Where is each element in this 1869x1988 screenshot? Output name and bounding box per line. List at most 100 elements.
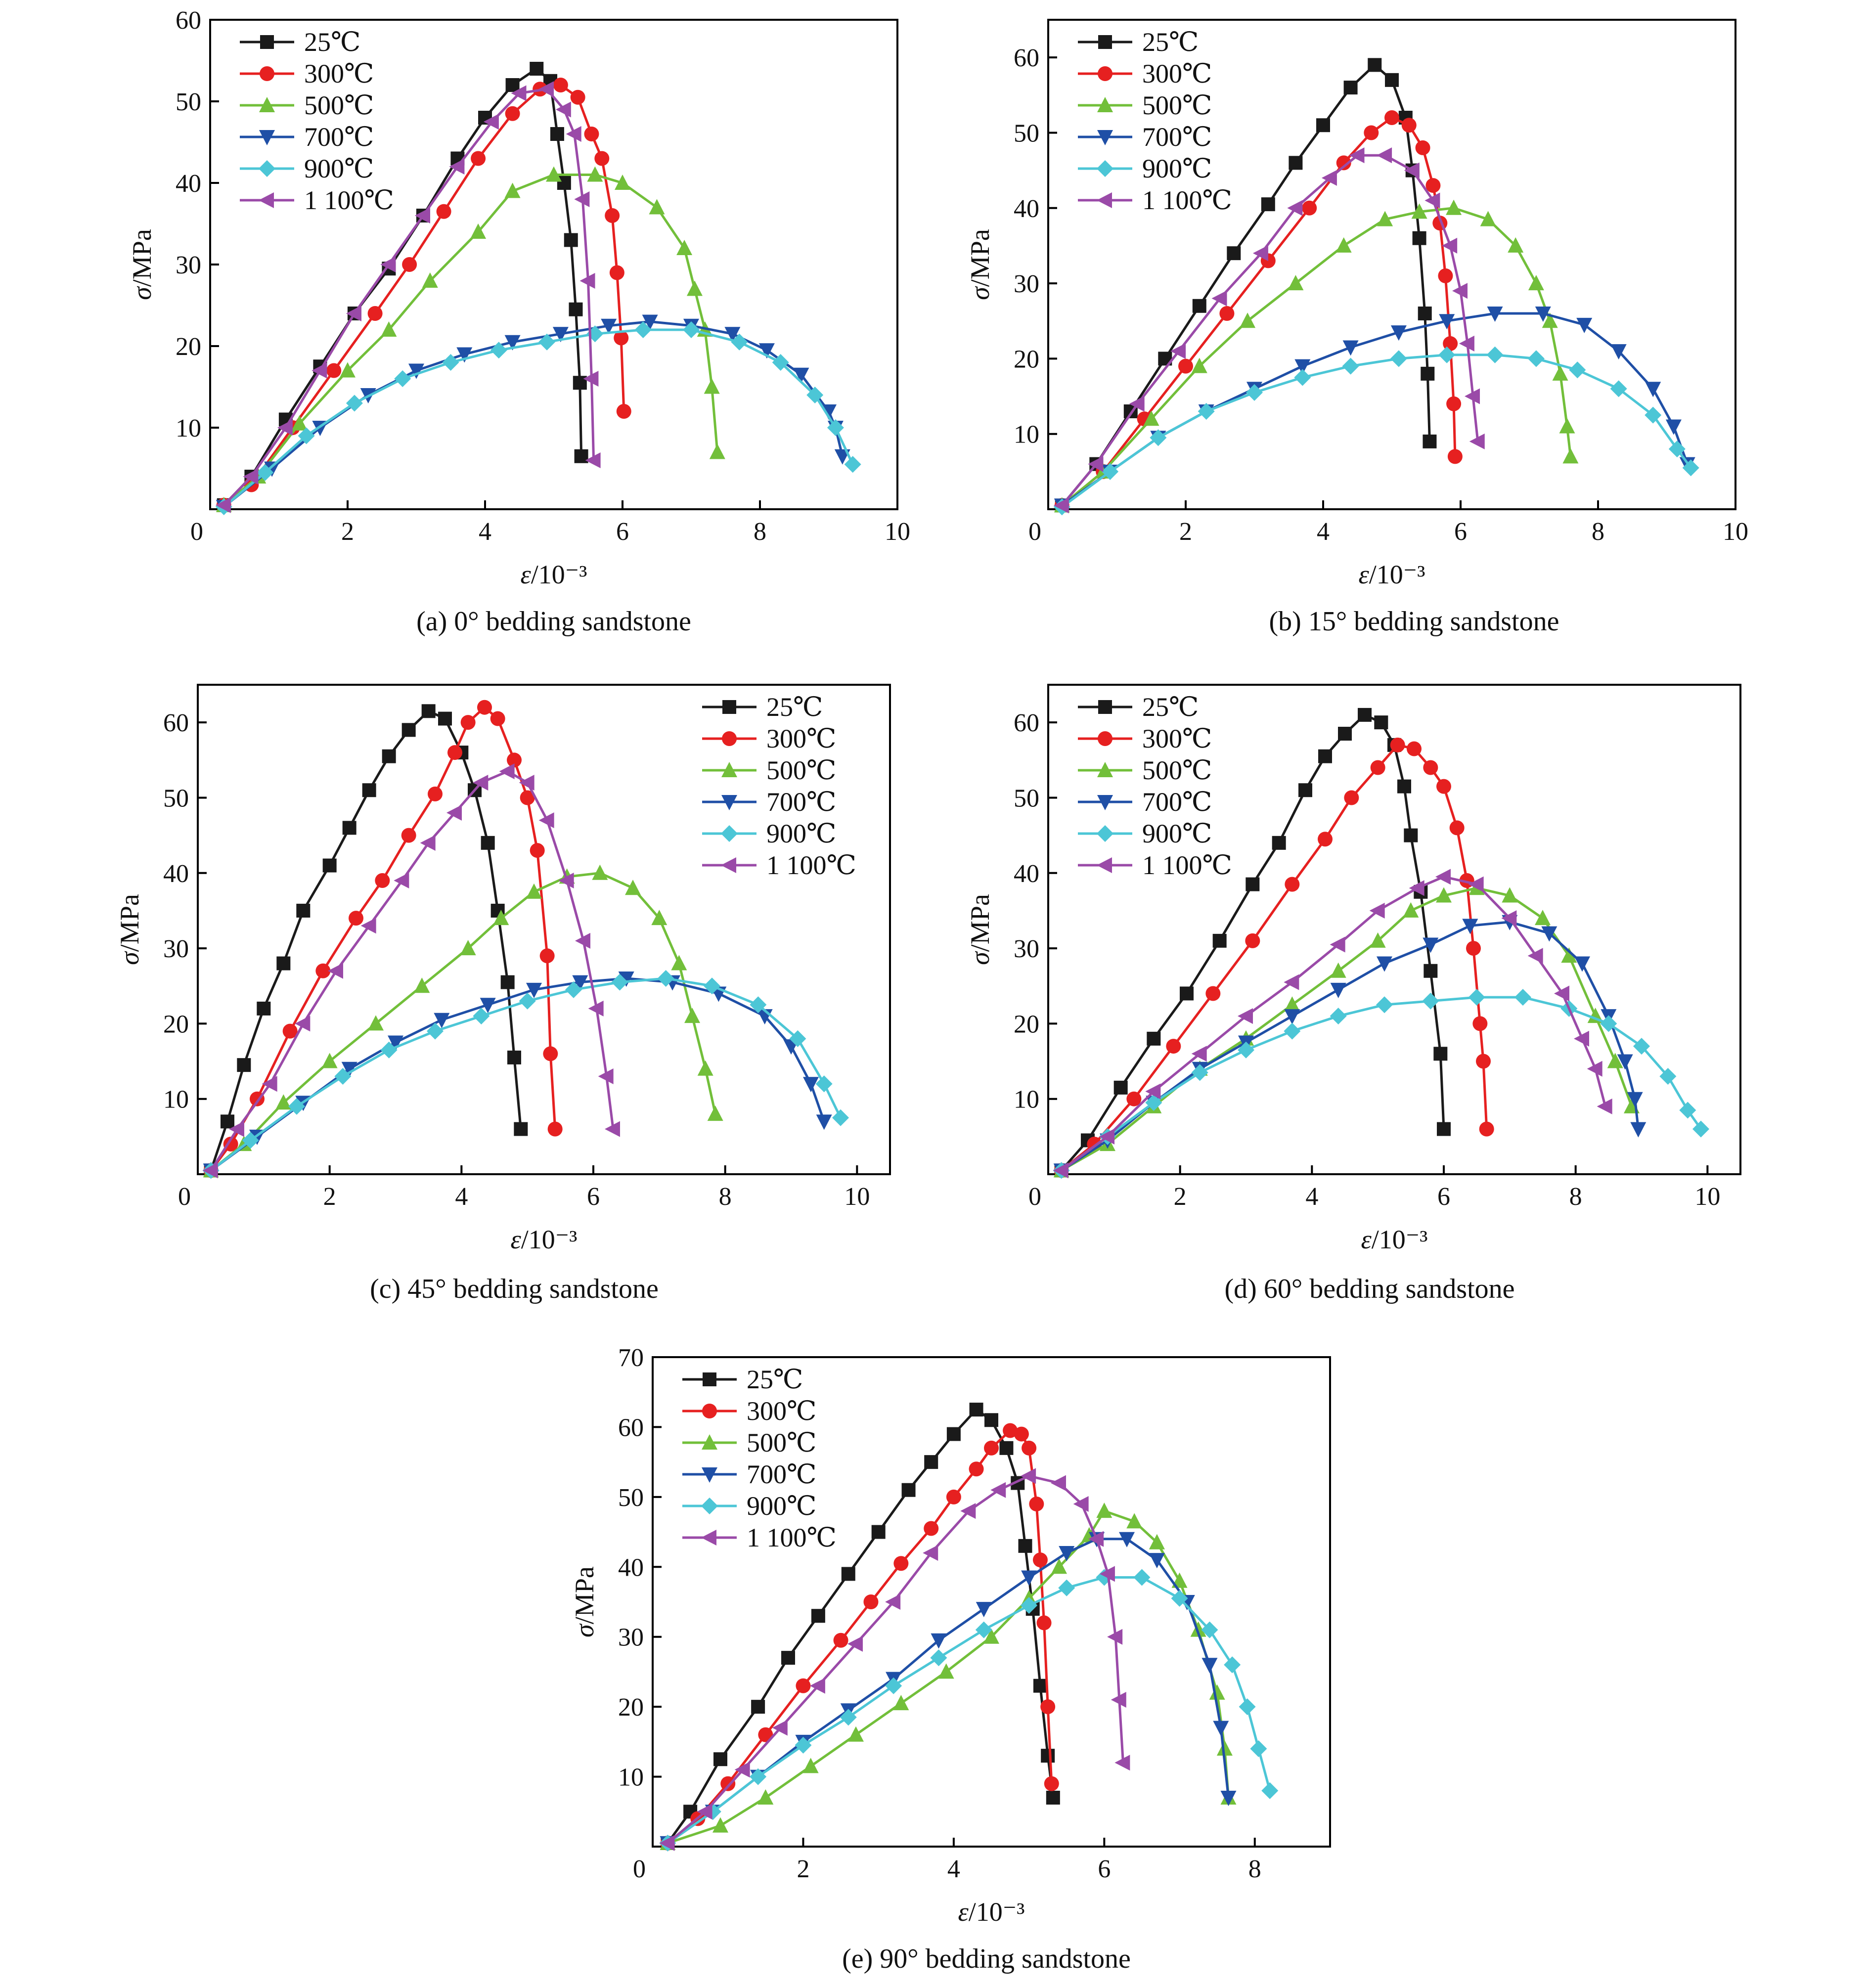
data-point <box>659 1835 675 1851</box>
data-point <box>1029 1497 1044 1511</box>
series-line <box>1061 116 1457 507</box>
legend-label: 900℃ <box>304 154 374 183</box>
y-tick-label: 40 <box>1014 195 1039 223</box>
series-line <box>1061 63 1431 506</box>
data-point <box>588 1000 604 1016</box>
x-axis-unit: /10⁻³ <box>1372 1225 1428 1254</box>
data-point <box>844 456 861 473</box>
x-axis-symbol: ε <box>958 1897 969 1927</box>
data-point <box>1342 357 1359 375</box>
data-point <box>394 873 409 888</box>
data-point <box>346 395 363 412</box>
data-point <box>731 333 748 351</box>
data-point <box>1633 1038 1650 1055</box>
data-point <box>863 1594 879 1609</box>
x-tick-label: 8 <box>1248 1855 1261 1883</box>
data-point <box>296 903 311 918</box>
data-point <box>526 982 542 998</box>
data-point <box>960 1503 976 1519</box>
data-point <box>1126 1091 1142 1106</box>
series-line <box>223 84 625 506</box>
x-tick-label: 4 <box>947 1855 960 1883</box>
data-point <box>1476 1054 1491 1069</box>
data-point <box>1447 449 1463 464</box>
data-point <box>446 804 462 821</box>
data-point <box>893 1556 909 1571</box>
data-point <box>1302 200 1317 216</box>
data-point <box>569 302 583 316</box>
data-point <box>1645 406 1662 424</box>
y-tick-label: 50 <box>1014 119 1039 147</box>
data-point <box>1617 1054 1633 1070</box>
data-point <box>605 1121 620 1137</box>
data-point <box>1659 1068 1677 1085</box>
data-point <box>1377 211 1393 226</box>
data-point <box>1425 178 1441 193</box>
data-point <box>438 711 452 726</box>
y-tick-label: 50 <box>176 88 201 116</box>
y-axis-symbol: σ <box>127 286 157 300</box>
data-point <box>362 783 376 797</box>
data-point <box>275 1094 292 1110</box>
data-point <box>611 973 628 991</box>
series-900C <box>1053 346 1699 516</box>
data-point <box>1423 760 1438 775</box>
data-point <box>1376 996 1393 1014</box>
legend-marker <box>1097 795 1113 810</box>
data-point <box>1252 245 1268 262</box>
x-axis-title: ε/10⁻³ <box>511 1225 578 1254</box>
legend-label: 700℃ <box>304 122 374 152</box>
data-point <box>434 1013 450 1028</box>
legend-label: 25℃ <box>304 27 360 57</box>
data-point <box>1374 715 1388 730</box>
data-point <box>470 223 487 239</box>
data-point <box>1021 1570 1037 1586</box>
data-point <box>264 461 280 477</box>
data-point <box>789 1030 806 1047</box>
data-point <box>924 1455 938 1469</box>
data-point <box>1051 1475 1066 1491</box>
data-point <box>1205 986 1221 1001</box>
data-point <box>1053 1162 1068 1179</box>
plot-frame <box>1047 684 1741 1175</box>
data-point <box>1191 1064 1208 1081</box>
data-point <box>931 1633 947 1649</box>
data-point <box>428 786 443 801</box>
legend-label: 500℃ <box>1142 90 1212 120</box>
legend-marker <box>1097 192 1112 208</box>
data-point <box>367 306 383 321</box>
data-point <box>326 363 342 378</box>
data-point <box>538 812 554 829</box>
data-point <box>1330 982 1346 998</box>
legend-label: 300℃ <box>1142 724 1212 753</box>
legend-marker <box>259 192 274 208</box>
data-point <box>1149 1534 1165 1549</box>
data-point <box>237 1058 251 1072</box>
data-point <box>1021 1468 1036 1484</box>
x-tick-label: 6 <box>1437 1183 1450 1211</box>
legend-marker <box>1097 130 1113 145</box>
panel-caption: (a) 0° bedding sandstone <box>416 606 691 637</box>
data-point <box>1342 340 1359 356</box>
y-tick-label: 50 <box>163 784 189 812</box>
data-point <box>634 321 652 338</box>
data-point <box>803 1077 819 1093</box>
y-axis-title: σ/MPa <box>115 894 144 965</box>
y-tick-label: 30 <box>618 1624 644 1652</box>
x-tick-label: 2 <box>797 1855 809 1883</box>
legend-label: 1 100℃ <box>766 850 856 880</box>
data-point <box>983 1628 999 1644</box>
data-point <box>520 790 535 805</box>
data-point <box>401 828 416 843</box>
data-point <box>1358 707 1372 722</box>
data-point <box>1114 1755 1130 1771</box>
series-900C <box>659 1569 1279 1852</box>
data-point <box>1439 314 1455 330</box>
data-point <box>471 151 486 166</box>
data-point <box>614 330 629 346</box>
data-point <box>1150 429 1167 446</box>
legend-marker <box>721 825 738 842</box>
